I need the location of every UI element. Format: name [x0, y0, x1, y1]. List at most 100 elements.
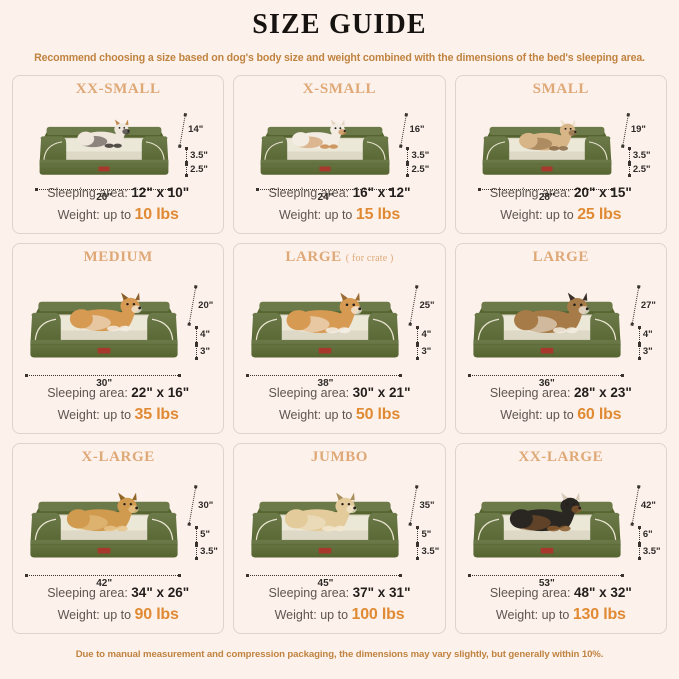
- height-dimension-label: 3.5": [411, 149, 430, 161]
- sleeping-area-label: Sleeping area:: [47, 586, 128, 601]
- weight-line: Weight: up to 25 lbs: [456, 203, 666, 226]
- weight-line: Weight: up to 10 lbs: [13, 203, 223, 226]
- weight-upto: up to: [324, 408, 353, 422]
- size-card[interactable]: SMALL 19" 3.5" 2.5" 28" Sleeping area:: [454, 75, 667, 235]
- height-dimension-label: 3.5": [190, 149, 208, 161]
- sleeping-area-label: Sleeping area:: [489, 386, 571, 401]
- sleeping-area-line: Sleeping area: 48" x 32": [456, 583, 666, 603]
- card-title: MEDIUM: [83, 249, 153, 266]
- height-dimension-label: 3.5": [200, 545, 218, 557]
- bed-wrapper: 14" 3.5" 2.5" 20": [34, 109, 208, 203]
- height-dimension-line: [195, 543, 199, 560]
- illustration-area: 14" 3.5" 2.5" 20": [19, 97, 217, 203]
- height-dimension-label: 16": [409, 124, 425, 136]
- weight-line: Weight: up to 100 lbs: [234, 603, 444, 626]
- height-dimension-line: [185, 147, 189, 164]
- bed-wrapper: 27" 4" 3" 36": [467, 281, 656, 389]
- height-dimension-line: [179, 113, 187, 147]
- card-title-row: X-SMALL: [234, 76, 444, 97]
- dog-bed-illustration: [251, 501, 400, 558]
- dog-bed: [255, 109, 395, 183]
- spec-block: Sleeping area: 16" x 12" Weight: up to 1…: [234, 183, 444, 233]
- height-dimension-line: [637, 543, 641, 560]
- card-title: LARGE: [532, 249, 589, 266]
- card-title: XX-LARGE: [518, 449, 604, 466]
- height-dimension-label: 4": [421, 329, 432, 341]
- weight-value: 100 lbs: [351, 606, 405, 623]
- width-dimension-label: 45": [317, 578, 334, 590]
- bed-wrapper: 42" 6" 3.5" 53": [467, 481, 661, 589]
- spec-block: Sleeping area: 28" x 23" Weight: up to 6…: [456, 383, 666, 433]
- width-dimension-line: [25, 574, 182, 578]
- weight-label: Weight:: [278, 208, 322, 222]
- footer-note: Due to manual measurement and compressio…: [75, 649, 604, 660]
- sleeping-area-line: Sleeping area: 28" x 23": [456, 383, 666, 403]
- page-subtitle: Recommend choosing a size based on dog's…: [34, 52, 645, 65]
- height-dimension-line: [185, 162, 189, 177]
- weight-value: 15 lbs: [355, 206, 401, 223]
- width-dimension-line: [246, 374, 403, 378]
- weight-upto: up to: [545, 408, 574, 422]
- weight-label: Weight:: [500, 208, 543, 222]
- spec-block: Sleeping area: 37" x 31" Weight: up to 1…: [234, 583, 444, 633]
- illustration-area: 20" 4" 3" 30": [19, 265, 217, 389]
- size-card[interactable]: XX-LARGE 42" 6" 3.5" 53" Sleeping area:: [454, 443, 667, 635]
- height-dimension-line: [406, 147, 410, 164]
- dog-bed: [34, 109, 174, 183]
- weight-label: Weight:: [57, 208, 100, 222]
- size-card[interactable]: LARGE( for crate ) 25" 4" 3" 38" Sleeping a…: [233, 243, 446, 435]
- height-dimension-line: [195, 343, 199, 360]
- size-card[interactable]: X-SMALL 16" 3.5" 2.5" 24" Sleeping area:: [233, 75, 446, 235]
- width-dimension-line: [35, 188, 172, 192]
- card-title-row: SMALL: [456, 76, 666, 97]
- illustration-area: 16" 3.5" 2.5" 24": [240, 97, 438, 203]
- weight-value: 25 lbs: [577, 206, 622, 223]
- height-dimension-label: 5": [421, 529, 432, 541]
- size-card[interactable]: XX-SMALL 14" 3.5" 2.5" 20" Sleeping area:: [12, 75, 225, 235]
- card-title-row: XX-SMALL: [13, 76, 223, 97]
- weight-line: Weight: up to 35 lbs: [13, 403, 223, 426]
- sleeping-area-value: 28" x 23": [573, 385, 632, 401]
- illustration-area: 27" 4" 3" 36": [462, 265, 660, 389]
- card-title-row: XX-LARGE: [456, 444, 666, 465]
- size-card-grid: XX-SMALL 14" 3.5" 2.5" 20" Sleeping area:: [12, 75, 667, 635]
- height-dimensions: 20" 4" 3": [188, 281, 223, 367]
- height-dimension-line: [631, 486, 640, 525]
- height-dimension-label: 14": [188, 124, 204, 136]
- height-dimensions: 25" 4" 3": [409, 281, 444, 367]
- card-title: X-SMALL: [302, 81, 377, 98]
- weight-label: Weight:: [57, 608, 100, 622]
- width-dimension-line: [467, 574, 624, 578]
- height-dimensions: 27" 4" 3": [631, 281, 666, 367]
- height-dimension-label: 42": [640, 499, 656, 511]
- height-dimension-label: 3": [200, 345, 210, 357]
- size-card[interactable]: JUMBO 35" 5" 3.5" 45" Sleeping area: 37: [233, 443, 446, 635]
- width-dimension-label: 20": [96, 192, 113, 204]
- sleeping-area-line: Sleeping area: 34" x 26": [13, 583, 223, 603]
- size-card[interactable]: LARGE 27" 4" 3" 36" Sleeping area: 28": [454, 243, 667, 435]
- height-dimension-label: 2.5": [190, 163, 208, 175]
- illustration-area: 35" 5" 3.5" 45": [240, 465, 439, 589]
- height-dimension-label: 2.5": [411, 163, 430, 175]
- width-dimension-line: [477, 188, 614, 192]
- height-dimension-line: [416, 343, 420, 360]
- illustration-area: 19" 3.5" 2.5" 28": [462, 97, 660, 203]
- width-dimension-label: 24": [317, 192, 334, 204]
- sleeping-area-value: 34" x 26": [131, 585, 190, 601]
- bed-wrapper: 20" 4" 3" 30": [24, 281, 213, 389]
- height-dimension-line: [637, 325, 641, 346]
- card-title: X-LARGE: [81, 449, 155, 466]
- size-card[interactable]: X-LARGE 30" 5" 3.5" 42" Sleeping area:: [12, 443, 225, 635]
- weight-upto: up to: [545, 208, 574, 222]
- sleeping-area-value: 48" x 32": [573, 585, 632, 601]
- dog-bed-illustration: [473, 501, 621, 558]
- height-dimension-line: [627, 162, 631, 177]
- height-dimensions: 30" 5" 3.5": [188, 481, 223, 567]
- height-dimension-line: [410, 486, 418, 525]
- size-card[interactable]: MEDIUM 20" 4" 3" 30" Sleeping area: 22": [12, 243, 225, 435]
- height-dimension-label: 3": [421, 345, 432, 357]
- height-dimension-label: 35": [419, 499, 435, 511]
- height-dimension-label: 3.5": [642, 545, 661, 557]
- height-dimension-label: 30": [198, 499, 214, 511]
- dog-bed-illustration: [30, 501, 178, 558]
